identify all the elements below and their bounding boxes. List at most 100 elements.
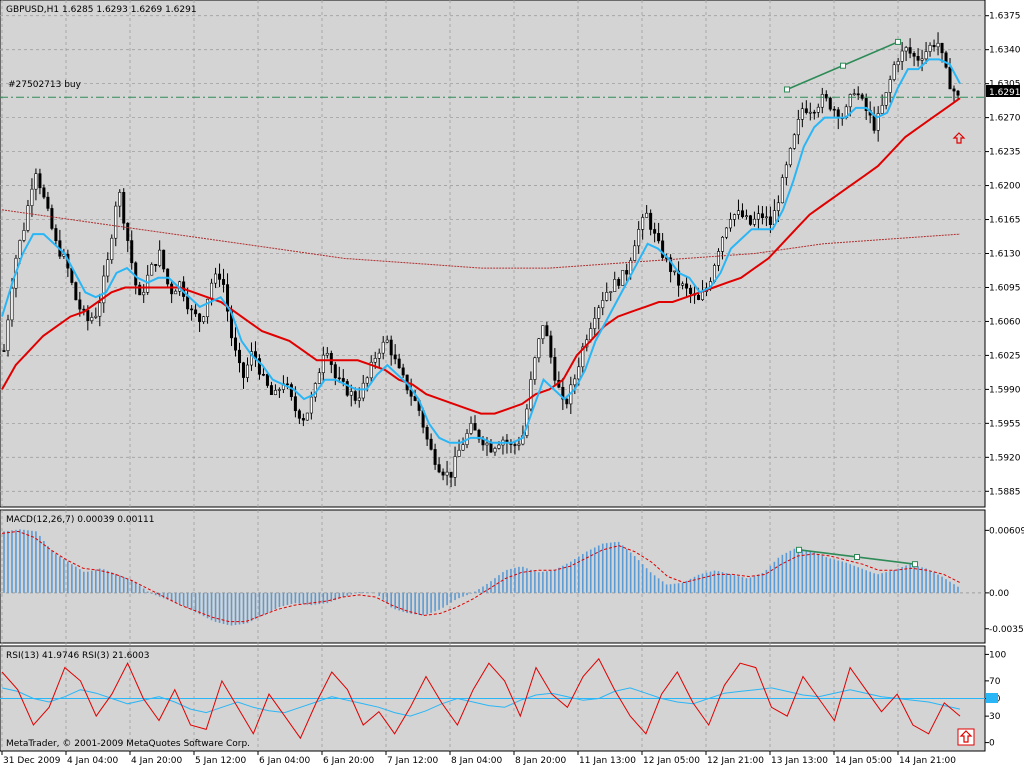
candle-body xyxy=(820,94,824,108)
candle-body xyxy=(210,282,214,300)
candle-body xyxy=(788,148,792,166)
price-tick-label: 1.6095 xyxy=(989,283,1021,293)
candle-body xyxy=(365,377,369,384)
candle-body xyxy=(317,372,321,384)
candle-body xyxy=(226,284,230,312)
candle-body xyxy=(880,104,884,114)
candle-body xyxy=(657,233,661,242)
candle-body xyxy=(222,279,226,285)
candle-body xyxy=(541,325,545,340)
time-tick-label: 31 Dec 2009 xyxy=(3,756,61,766)
candle-body xyxy=(110,237,114,260)
candle-body xyxy=(812,111,816,114)
candle-body xyxy=(852,93,856,96)
candle-body xyxy=(561,386,565,400)
candle-body xyxy=(760,213,764,219)
candle-body xyxy=(720,236,724,252)
candle-body xyxy=(792,134,796,149)
macd-panel[interactable] xyxy=(0,509,986,644)
candle-body xyxy=(736,210,740,215)
candle-body xyxy=(30,188,34,206)
candle-body xyxy=(940,42,944,54)
alert-arrow-icon xyxy=(959,730,973,743)
candle-body xyxy=(924,51,928,60)
macd-tick-label: 0.00 xyxy=(989,589,1009,599)
candle-body xyxy=(617,279,621,286)
macd-panel-title: MACD(12,26,7) 0.00039 0.00111 xyxy=(6,515,155,525)
price-tick-label: 1.6375 xyxy=(989,12,1021,22)
candle-body xyxy=(948,66,952,90)
current-price-label: 1.6291 xyxy=(989,88,1021,98)
candle-body xyxy=(533,357,537,380)
candle-body xyxy=(952,88,956,92)
macd-series xyxy=(1,529,961,626)
candle-body xyxy=(106,259,110,277)
candle-body xyxy=(381,341,385,354)
candle-body xyxy=(493,448,497,453)
candle-body xyxy=(537,338,541,359)
price-tick-label: 1.6235 xyxy=(989,148,1021,158)
candle-body xyxy=(353,391,357,401)
candle-body xyxy=(273,390,277,396)
candle-body xyxy=(605,292,609,301)
ema-fast-line xyxy=(1,58,961,444)
candle-body xyxy=(732,214,736,220)
candle-body xyxy=(796,119,800,136)
candle-body xyxy=(461,444,465,451)
candle-body xyxy=(146,274,150,293)
candle-body xyxy=(393,354,397,360)
candle-body xyxy=(441,471,445,476)
candle-body xyxy=(321,354,325,374)
candle-body xyxy=(896,61,900,66)
rsi-series xyxy=(0,657,985,740)
candle-body xyxy=(860,94,864,99)
time-tick-label: 6 Jan 20:00 xyxy=(323,756,375,766)
candle-body xyxy=(908,47,912,54)
candle-body xyxy=(633,245,637,261)
candle-body xyxy=(341,378,345,382)
rsi-tick-label: 30 xyxy=(989,712,1001,722)
candle-body xyxy=(22,230,26,241)
candle-body xyxy=(82,308,86,311)
candle-body xyxy=(689,287,693,294)
alert-arrow-box-icon[interactable] xyxy=(957,728,975,746)
trend-line-anchor xyxy=(840,62,846,69)
candle-body xyxy=(776,202,780,211)
candle-body xyxy=(150,264,154,276)
price-tick-label: 1.5885 xyxy=(989,487,1021,497)
candle-body xyxy=(289,384,293,397)
rsi-panel-title: RSI(13) 41.9746 RSI(3) 21.6003 xyxy=(6,651,149,661)
candle-body xyxy=(265,374,269,386)
candle-body xyxy=(86,309,90,321)
candle-body xyxy=(621,270,625,286)
rsi-slow-line xyxy=(1,687,961,717)
candle-body xyxy=(517,443,521,446)
candle-body xyxy=(377,352,381,359)
candle-body xyxy=(804,108,808,113)
candle-body xyxy=(18,240,22,259)
grid-lines xyxy=(0,0,985,751)
candle-body xyxy=(249,351,253,366)
candle-body xyxy=(828,97,832,110)
candle-body xyxy=(768,216,772,225)
candle-body xyxy=(589,328,593,341)
candle-body xyxy=(174,290,178,295)
candle-body xyxy=(309,396,313,414)
candle-body xyxy=(425,426,429,440)
candle-body xyxy=(701,291,705,300)
time-tick-label: 8 Jan 20:00 xyxy=(515,756,567,766)
candle-body xyxy=(126,222,130,241)
price-series xyxy=(0,32,985,488)
candle-body xyxy=(301,418,305,421)
candle-body xyxy=(166,268,170,285)
candle-body xyxy=(38,173,42,189)
candle-body xyxy=(329,353,333,365)
price-tick-label: 1.6060 xyxy=(989,317,1021,327)
candle-body xyxy=(637,229,641,247)
candle-body xyxy=(593,318,597,329)
time-tick-label: 13 Jan 13:00 xyxy=(771,756,828,766)
candle-body xyxy=(130,240,134,264)
candle-body xyxy=(740,210,744,218)
